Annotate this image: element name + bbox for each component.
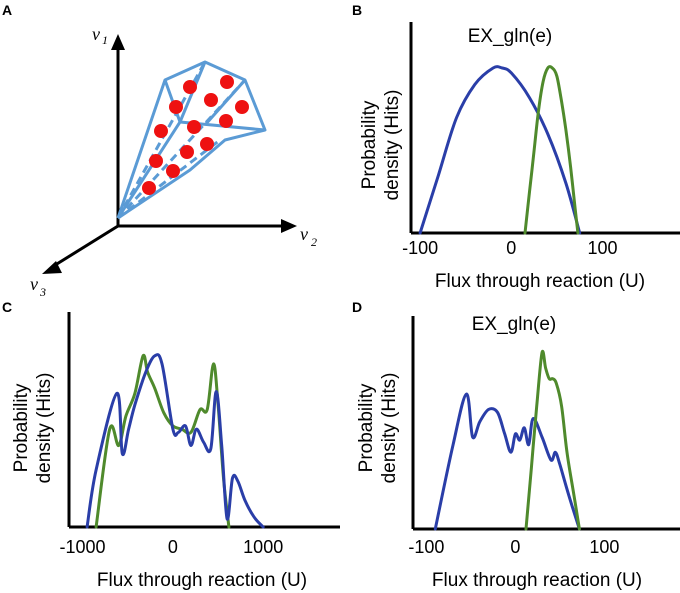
chart-c-tick-label: -1000 (59, 537, 105, 557)
axis-v3-sub: 3 (39, 285, 46, 299)
chart-b-series-blue (418, 65, 582, 235)
chart-b-ylabel-line1: Probability (359, 100, 380, 189)
chart-b-series (418, 65, 582, 235)
chart-c-tick-labels: -1000 0 1000 (59, 537, 283, 557)
chart-b-tick-label: 0 (506, 238, 516, 258)
sample-point (142, 181, 156, 195)
axis-v2-sub: 2 (311, 235, 317, 249)
axis-v3-name: v (30, 274, 38, 294)
panel-c: C Probability density (Hits) -1000 0 1000 … (2, 299, 340, 591)
panel-c-label: C (2, 299, 12, 315)
sample-point (220, 75, 234, 89)
chart-d-tick-label: 0 (510, 537, 520, 557)
sample-point (200, 137, 214, 151)
chart-c-series (85, 353, 265, 529)
axis-v3-arrowhead (42, 261, 62, 274)
sample-point (149, 154, 163, 168)
axis-v1-sub: 1 (102, 33, 108, 47)
axis-v1-arrowhead (111, 34, 125, 50)
axis-v2-name: v (300, 224, 308, 244)
cone-dashed-edge-3 (117, 138, 221, 220)
chart-d-series-blue (433, 392, 581, 531)
chart-b-tick-label: -100 (402, 238, 438, 258)
sample-point (204, 93, 218, 107)
panel-b-label: B (352, 2, 362, 18)
chart-b-title: EX_gln(e) (468, 26, 553, 47)
axis-v3 (51, 224, 119, 269)
sample-point (166, 164, 180, 178)
chart-b-series-green (523, 65, 580, 235)
chart-d-series (433, 349, 581, 531)
chart-d-xlabel: Flux through reaction (U) (432, 570, 642, 591)
panel-d-label: D (352, 299, 362, 315)
panel-b: B EX_gln(e) Probability density (Hits) -… (352, 2, 680, 292)
sample-point (180, 145, 194, 159)
chart-d-ylabel-line1: Probability (356, 383, 377, 472)
chart-c-tick-label: 1000 (243, 537, 283, 557)
chart-d-tick-labels: -100 0 100 (408, 537, 619, 557)
chart-d-ylabel-line2: density (Hits) (379, 373, 400, 484)
cone-outline (116, 60, 267, 220)
axis-v2-arrowhead (281, 219, 297, 233)
sample-point (235, 100, 249, 114)
chart-d-title: EX_gln(e) (472, 314, 557, 335)
sample-point (154, 124, 168, 138)
sample-points (142, 75, 249, 195)
chart-c-ylabel-line1: Probability (11, 383, 32, 472)
sample-point (187, 120, 201, 134)
chart-c-series-blue (85, 353, 265, 529)
chart-d-tick-label: -100 (408, 537, 444, 557)
chart-b-xlabel: Flux through reaction (U) (435, 271, 645, 292)
panel-a: A v 1 v 2 v 3 (2, 2, 317, 299)
sample-point (219, 114, 233, 128)
chart-d-tick-label: 100 (589, 537, 619, 557)
sample-point (183, 80, 197, 94)
chart-b-tick-labels: -100 0 100 (402, 238, 617, 258)
panel-d: D EX_gln(e) Probability density (Hits) -… (352, 299, 680, 591)
chart-d-series-green (524, 349, 581, 531)
chart-c-series-green (94, 353, 231, 529)
chart-b-tick-label: 100 (587, 238, 617, 258)
sample-point (169, 100, 183, 114)
panel-a-label: A (2, 2, 12, 18)
chart-c-ylabel-line2: density (Hits) (34, 373, 55, 484)
chart-c-xlabel: Flux through reaction (U) (97, 570, 307, 591)
chart-b-ylabel-line2: density (Hits) (382, 90, 403, 201)
chart-c-tick-label: 0 (168, 537, 178, 557)
axis-v1-name: v (92, 24, 100, 44)
